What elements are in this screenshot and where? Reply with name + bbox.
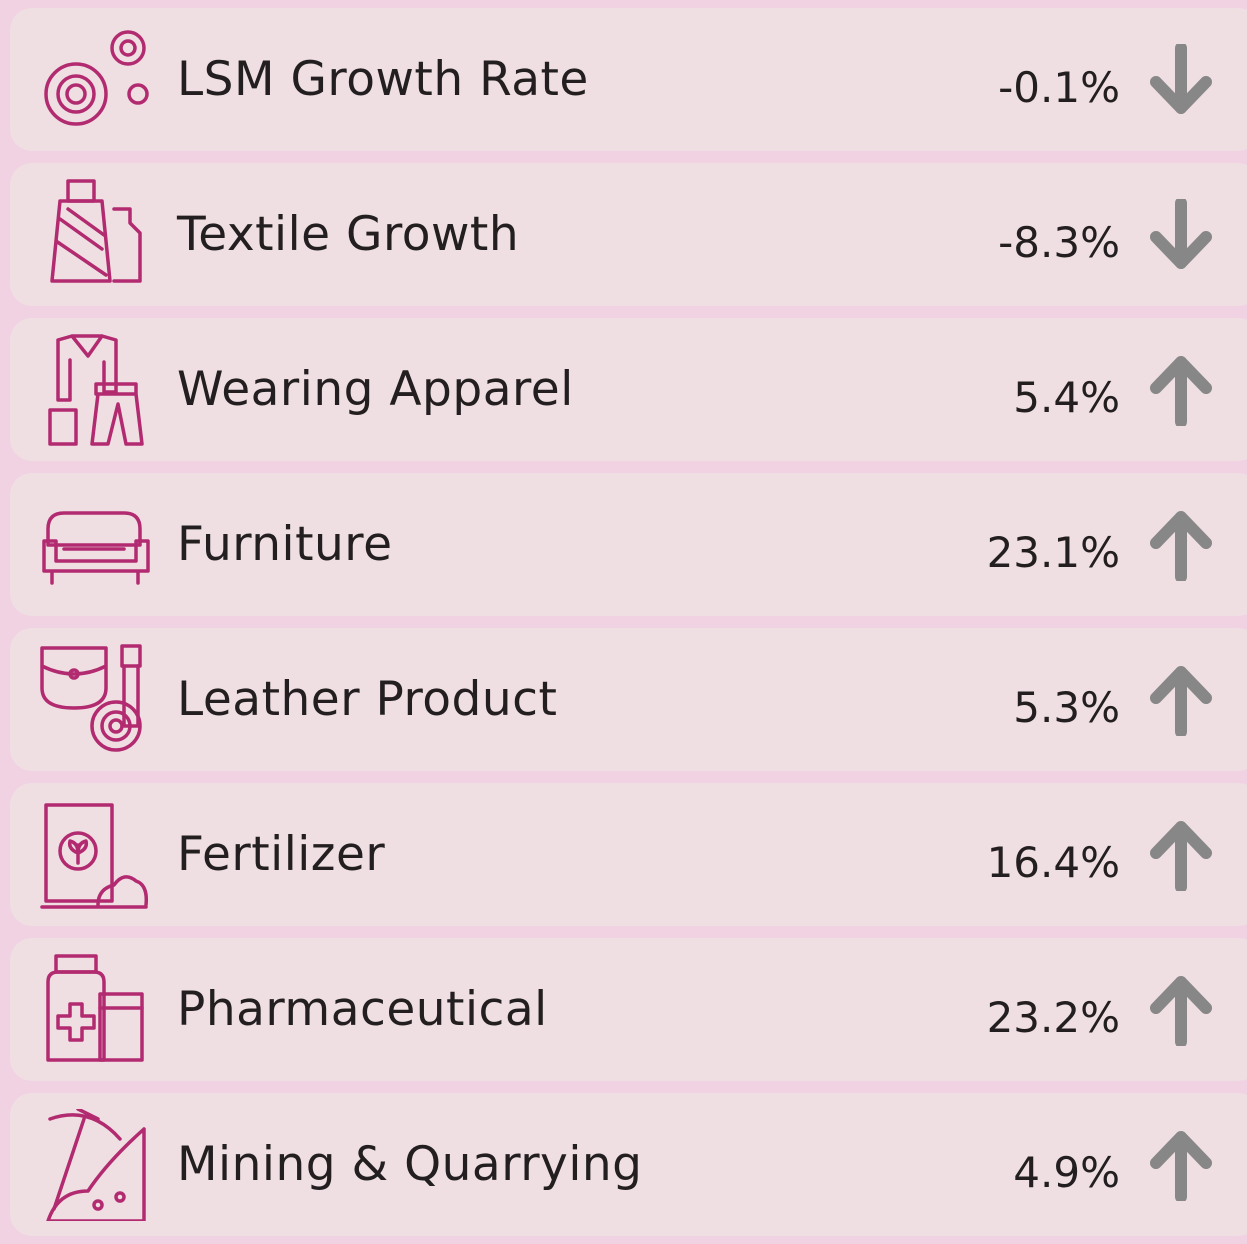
arrow-up [1150, 356, 1212, 428]
indicator-value: -8.3% [998, 218, 1120, 267]
indicator-value: -0.1% [998, 63, 1120, 112]
indicator-label: Textile Growth [177, 207, 520, 262]
indicator-label: Fertilizer [177, 827, 386, 882]
arrow-up [1150, 976, 1212, 1048]
indicator-row: Furniture 23.1% [10, 473, 1247, 616]
trend-arrow [1148, 42, 1214, 116]
indicator-icon [38, 334, 154, 446]
trend-arrow [1148, 509, 1214, 583]
arrow-up [1150, 1131, 1212, 1203]
icon [40, 644, 142, 752]
indicator-label: Furniture [177, 517, 393, 572]
indicator-row: Leather Product 5.3% [10, 628, 1247, 771]
indicator-icon [38, 1107, 154, 1223]
indicator-icon [38, 179, 154, 291]
indicator-value: 23.1% [986, 528, 1120, 577]
indicator-label: Mining & Quarrying [177, 1137, 643, 1192]
indicator-row: Pharmaceutical 23.2% [10, 938, 1247, 1081]
icon [50, 179, 142, 283]
indicator-value: 4.9% [1013, 1148, 1120, 1197]
trend-arrow [1148, 354, 1214, 428]
indicator-icon [38, 954, 154, 1066]
indicator-row: Textile Growth -8.3% [10, 163, 1247, 306]
trend-arrow [1148, 664, 1214, 738]
icon [46, 954, 144, 1062]
indicator-value: 5.3% [1013, 683, 1120, 732]
indicator-value: 23.2% [986, 993, 1120, 1042]
icon [48, 334, 144, 446]
indicator-row: Fertilizer 16.4% [10, 783, 1247, 926]
trend-arrow [1148, 197, 1214, 271]
arrow-down [1150, 42, 1212, 114]
indicator-label: Leather Product [177, 672, 558, 727]
indicator-value: 5.4% [1013, 373, 1120, 422]
trend-arrow [1148, 1129, 1214, 1203]
arrow-up [1150, 511, 1212, 583]
indicator-icon [38, 799, 154, 911]
indicator-label: Wearing Apparel [177, 362, 574, 417]
icon [40, 803, 149, 909]
arrow-down [1150, 197, 1212, 269]
indicator-value: 16.4% [986, 838, 1120, 887]
indicator-label: Pharmaceutical [177, 982, 548, 1037]
trend-arrow [1148, 819, 1214, 893]
icon [42, 511, 150, 585]
indicator-label: LSM Growth Rate [177, 52, 589, 107]
arrow-up [1150, 821, 1212, 893]
indicator-row: LSM Growth Rate -0.1% [10, 8, 1247, 151]
indicator-icon [38, 24, 154, 136]
arrow-up [1150, 666, 1212, 738]
indicator-row: Wearing Apparel 5.4% [10, 318, 1247, 461]
icon [46, 1107, 146, 1223]
indicator-row: Mining & Quarrying 4.9% [10, 1093, 1247, 1236]
indicator-icon [38, 644, 154, 756]
trend-arrow [1148, 974, 1214, 1048]
indicator-icon [38, 489, 154, 601]
icon [44, 30, 149, 126]
